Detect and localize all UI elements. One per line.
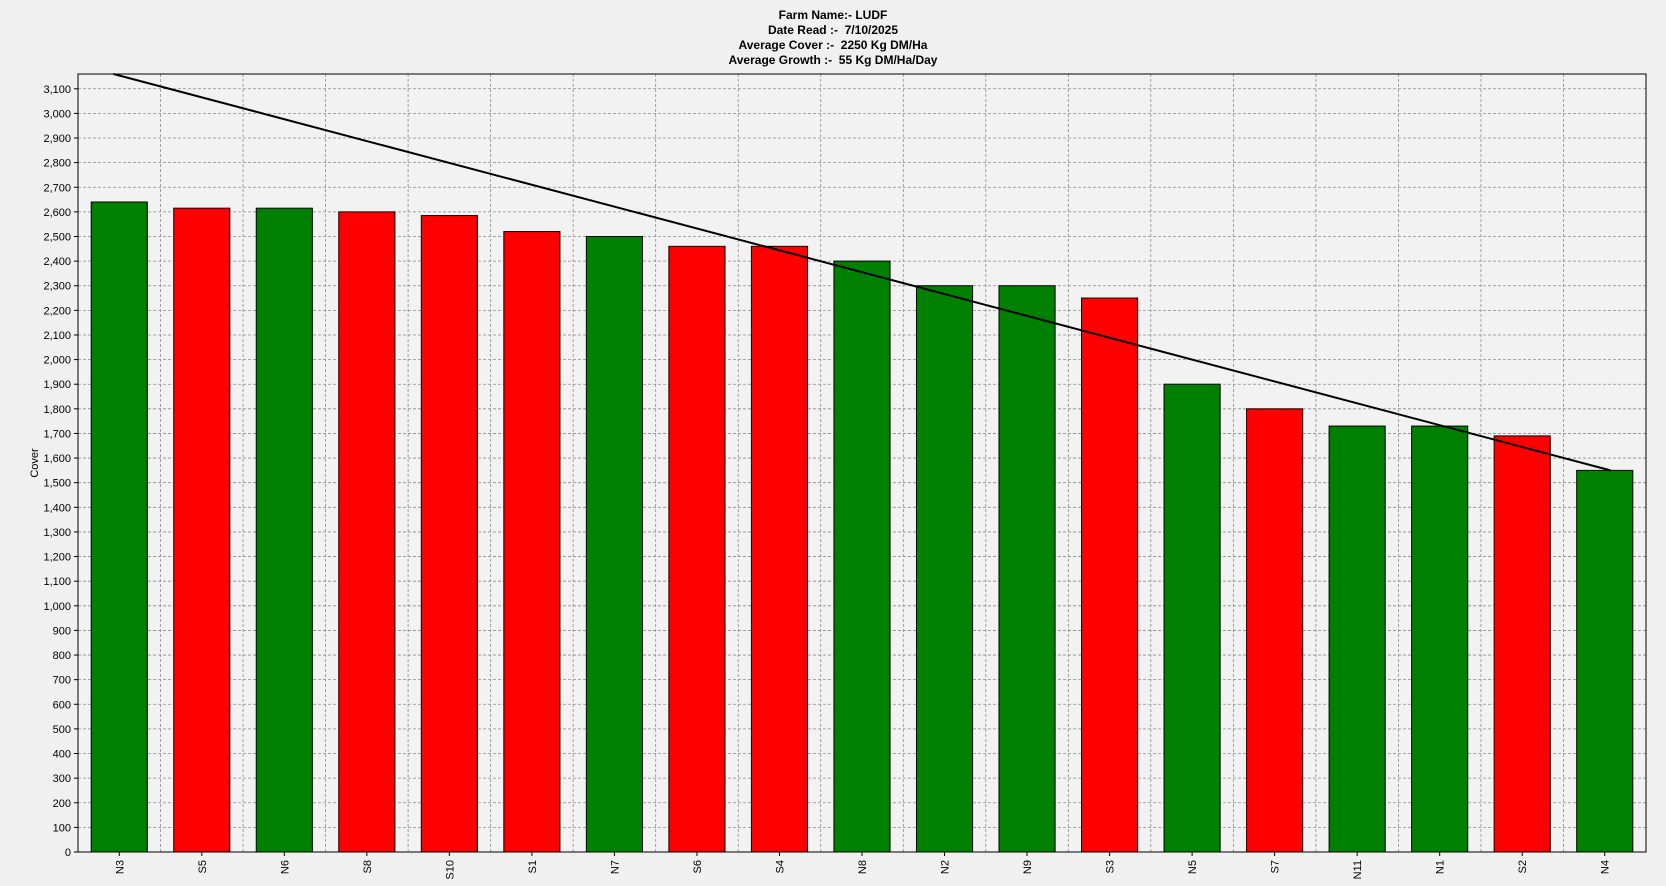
target-line-layer bbox=[113, 73, 1611, 472]
farm-name-label: Farm Name:- LUDF bbox=[778, 8, 888, 22]
y-tick-label: 2,900 bbox=[43, 133, 71, 145]
x-tick-label: S4 bbox=[774, 860, 786, 873]
x-tick-label: S1 bbox=[527, 860, 539, 873]
y-tick-label: 2,800 bbox=[43, 158, 71, 170]
bar-s3 bbox=[1081, 297, 1139, 853]
average-cover-label: Average Cover :- 2250 Kg DM/Ha bbox=[738, 38, 928, 52]
y-tick-label: 3,100 bbox=[43, 84, 71, 96]
bar-s2 bbox=[1493, 435, 1551, 853]
y-tick-label: 2,600 bbox=[43, 207, 71, 219]
y-tick-label: 2,500 bbox=[43, 231, 71, 243]
bar-n3 bbox=[90, 201, 148, 853]
y-tick-label: 2,000 bbox=[43, 355, 71, 367]
x-tick-label: N6 bbox=[279, 860, 291, 874]
y-tick-label: 200 bbox=[53, 798, 71, 810]
x-tick-label: S3 bbox=[1105, 860, 1117, 873]
y-tick-label: 1,400 bbox=[43, 502, 71, 514]
bar-n7 bbox=[585, 235, 643, 853]
y-tick-label: 2,300 bbox=[43, 281, 71, 293]
y-tick-label: 800 bbox=[53, 650, 71, 662]
y-tick-label: 300 bbox=[53, 773, 71, 785]
x-tick-label: S10 bbox=[444, 860, 456, 880]
x-tick-label: S2 bbox=[1517, 860, 1529, 873]
bar-n1 bbox=[1411, 425, 1469, 853]
y-tick-label: 1,100 bbox=[43, 576, 71, 588]
bar-s10 bbox=[420, 215, 478, 853]
x-tick-label: S7 bbox=[1270, 860, 1282, 873]
y-tick-label: 1,900 bbox=[43, 379, 71, 391]
chart-title-block: Farm Name:- LUDF Date Read :- 7/10/2025 … bbox=[0, 8, 1666, 68]
y-tick-label: 2,100 bbox=[43, 330, 71, 342]
y-tick-label: 2,400 bbox=[43, 256, 71, 268]
x-tick-label: N1 bbox=[1435, 860, 1447, 874]
x-tick-label: S5 bbox=[197, 860, 209, 873]
y-tick-label: 2,700 bbox=[43, 182, 71, 194]
y-tick-label: 500 bbox=[53, 724, 71, 736]
x-tick-label: N8 bbox=[857, 860, 869, 874]
bar-s4 bbox=[750, 245, 809, 853]
x-tick-label: N7 bbox=[609, 860, 621, 874]
bar-s8 bbox=[338, 211, 396, 853]
x-tick-label: N5 bbox=[1187, 860, 1199, 874]
y-tick-label: 1,000 bbox=[43, 601, 71, 613]
x-tick-label: N4 bbox=[1600, 860, 1612, 874]
y-tick-label: 1,300 bbox=[43, 527, 71, 539]
bar-s7 bbox=[1246, 408, 1304, 853]
y-tick-label: 700 bbox=[53, 675, 71, 687]
date-read-label: Date Read :- 7/10/2025 bbox=[767, 23, 899, 37]
bar-s6 bbox=[668, 245, 726, 853]
bar-n8 bbox=[833, 260, 891, 853]
y-tick-label: 600 bbox=[53, 699, 71, 711]
x-tick-label: S8 bbox=[362, 860, 374, 873]
bar-n5 bbox=[1163, 383, 1221, 853]
y-tick-label: 1,800 bbox=[43, 404, 71, 416]
y-tick-label: 900 bbox=[53, 625, 71, 637]
x-tick-label: N11 bbox=[1352, 860, 1364, 879]
average-growth-label: Average Growth :- 55 Kg DM/Ha/Day bbox=[728, 53, 938, 67]
bars bbox=[90, 201, 1634, 853]
y-tick-label: 3,000 bbox=[43, 108, 71, 120]
bar-s1 bbox=[503, 231, 561, 853]
x-tick-label: N2 bbox=[940, 860, 952, 874]
y-tick-label: 100 bbox=[53, 822, 71, 834]
bar-s5 bbox=[173, 207, 231, 853]
bar-n6 bbox=[255, 207, 313, 853]
y-tick-label: 1,700 bbox=[43, 428, 71, 440]
y-axis: 0 100 200 300 400 500 600 700 800 900 1,000 1,100 1,… bbox=[43, 84, 78, 859]
bar-n2 bbox=[915, 285, 974, 853]
bar-n11 bbox=[1328, 425, 1386, 853]
bar-n9 bbox=[998, 285, 1056, 853]
y-tick-label: 400 bbox=[53, 749, 71, 761]
y-axis-label: Cover bbox=[29, 448, 41, 478]
x-tick-label: S6 bbox=[692, 860, 704, 873]
y-tick-label: 1,500 bbox=[43, 478, 71, 490]
x-tick-label: N9 bbox=[1022, 860, 1034, 874]
y-tick-label: 1,200 bbox=[43, 552, 71, 564]
x-axis: N3 S5 N6 S8 S10 S1 N7 S6 S4 N8 N2 N9 S3 N5 S7 N11 N1 S2 N4 bbox=[114, 852, 1612, 880]
target-line bbox=[113, 73, 1611, 472]
bar-n4 bbox=[1576, 469, 1634, 853]
y-tick-label: 2,200 bbox=[43, 305, 71, 317]
x-tick-label: N3 bbox=[114, 860, 126, 874]
y-tick-label: 0 bbox=[65, 847, 71, 859]
y-tick-label: 1,600 bbox=[43, 453, 71, 465]
